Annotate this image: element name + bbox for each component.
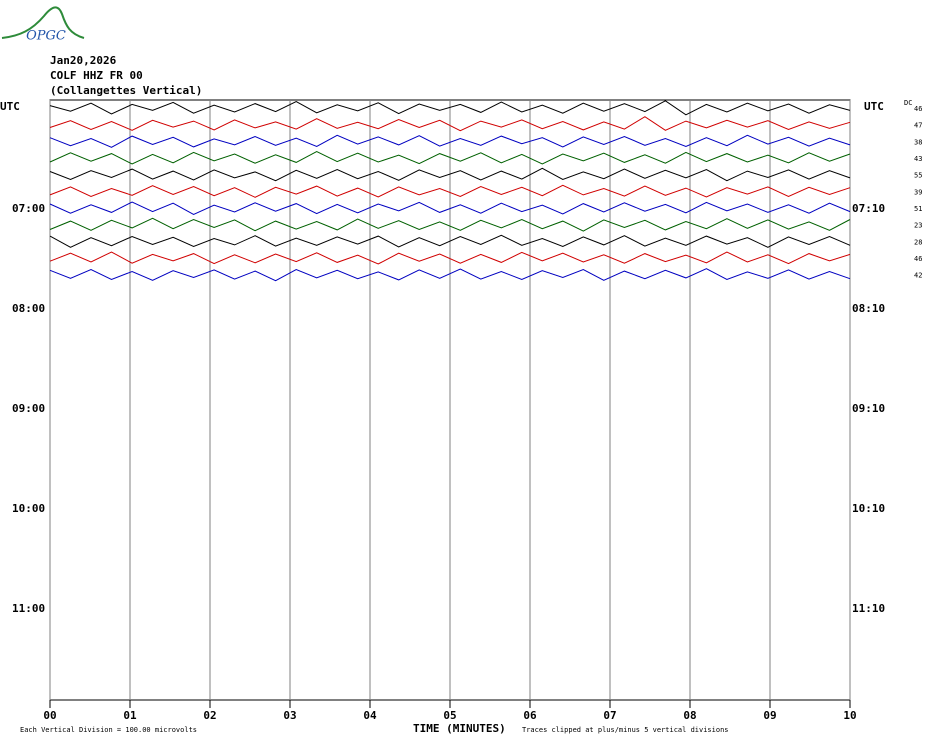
row-label-left: 09:00 (12, 402, 45, 415)
title-line: COLF HHZ FR 00 (50, 69, 143, 82)
row-label-right: 10:10 (852, 502, 885, 515)
title-line: (Collangettes Vertical) (50, 84, 202, 97)
x-tick-label: 04 (363, 709, 377, 722)
row-label-right: 09:10 (852, 402, 885, 415)
trace (49, 184, 851, 198)
trace (49, 234, 851, 248)
row-label-left: 10:00 (12, 502, 45, 515)
x-tick-label: 06 (523, 709, 537, 722)
x-tick-label: 05 (443, 709, 456, 722)
trace (49, 217, 851, 232)
logo-text: OPGC (26, 29, 66, 44)
row-label-right: 07:10 (852, 202, 885, 215)
logo: OPGC (1, 6, 85, 44)
dc-label: 28 (914, 238, 922, 246)
x-tick-label: 01 (123, 709, 137, 722)
dc-label: 43 (914, 155, 922, 163)
dc-label: 23 (914, 222, 922, 230)
row-label-right: 08:10 (852, 302, 885, 315)
x-tick-label: 07 (603, 709, 616, 722)
dc-label: 39 (914, 188, 922, 196)
trace (49, 151, 851, 165)
dc-label: 55 (914, 172, 922, 180)
row-label-left: 08:00 (12, 302, 45, 315)
footnote: Each Vertical Division = 100.00 microvol… (20, 726, 197, 734)
row-label-left: 11:00 (12, 602, 45, 615)
trace (49, 100, 851, 116)
trace (49, 167, 851, 182)
dc-label: 51 (914, 205, 922, 213)
x-tick-label: 03 (283, 709, 296, 722)
dc-label: 47 (914, 122, 922, 130)
trace (49, 134, 851, 148)
left-axis-title: UTC (0, 100, 20, 113)
dc-label: 42 (914, 272, 922, 280)
dc-label: 46 (914, 255, 922, 263)
footnote: Traces clipped at plus/minus 5 vertical … (522, 726, 729, 734)
dc-label: 46 (914, 105, 922, 113)
dc-title: DC (904, 99, 912, 107)
x-tick-label: 02 (203, 709, 216, 722)
dc-label: 38 (914, 138, 922, 146)
trace (49, 268, 851, 282)
row-label-right: 11:10 (852, 602, 885, 615)
trace (49, 201, 851, 215)
x-tick-label: 10 (843, 709, 856, 722)
x-tick-label: 09 (763, 709, 776, 722)
right-axis-title: UTC (864, 100, 884, 113)
trace (49, 116, 851, 132)
trace (49, 251, 851, 265)
row-label-left: 07:00 (12, 202, 45, 215)
x-axis-title: TIME (MINUTES) (413, 722, 506, 735)
logo-curve (1, 6, 85, 39)
x-tick-label: 08 (683, 709, 696, 722)
title-line: Jan20,2026 (50, 54, 117, 67)
x-tick-label: 00 (43, 709, 56, 722)
